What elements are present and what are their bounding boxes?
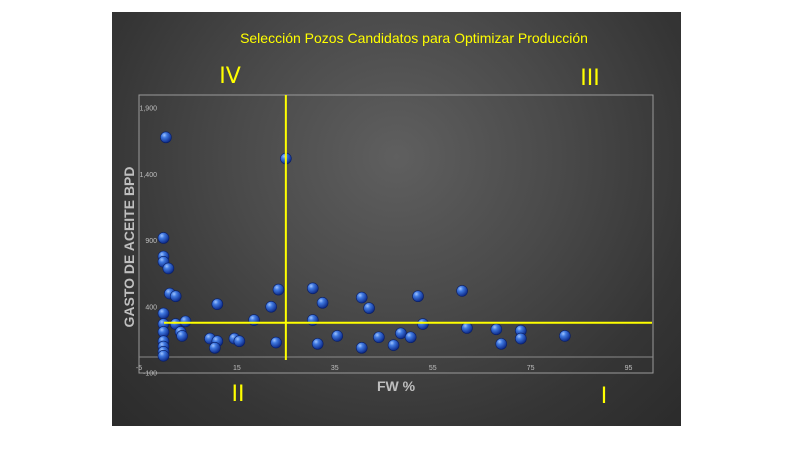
data-point (355, 291, 368, 304)
data-point (157, 307, 170, 320)
chart-panel: Selección Pozos Candidatos para Optimiza… (112, 12, 681, 426)
y-tick-label: 1,900 (139, 106, 157, 113)
scatter-chart: Selección Pozos Candidatos para Optimiza… (121, 30, 654, 409)
data-point (272, 283, 285, 296)
quadrant-label-bottom-right: I (601, 384, 608, 409)
axis-ticks: -5 15 35 55 75 95 -100 400 900 1,400 1,900 (136, 106, 633, 378)
y-tick-label: -100 (143, 371, 157, 378)
y-tick-label: 1,400 (139, 172, 157, 179)
data-point (404, 331, 417, 344)
data-point (395, 327, 407, 340)
data-point (456, 285, 468, 297)
data-point (316, 297, 329, 309)
data-point (363, 302, 375, 314)
x-tick-label: 95 (625, 365, 633, 372)
data-point (179, 315, 192, 328)
data-point (270, 336, 282, 349)
y-tick-label: 900 (145, 238, 157, 245)
quadrant-label-bottom-left: II (232, 382, 245, 407)
x-tick-label: 75 (527, 365, 535, 372)
data-point (559, 330, 571, 342)
data-point (417, 318, 429, 330)
data-point (515, 332, 527, 345)
data-point (331, 330, 344, 342)
data-point (209, 342, 221, 354)
x-tick-label: 35 (331, 365, 339, 372)
data-point (169, 290, 182, 303)
x-tick-label: -5 (136, 365, 142, 372)
quadrant-label-top-left: IV (219, 64, 241, 89)
data-point (248, 314, 260, 326)
data-point (176, 330, 188, 342)
data-point (495, 338, 508, 350)
data-point (233, 335, 246, 348)
chart-title: Selección Pozos Candidatos para Optimiza… (240, 30, 588, 46)
data-point (306, 314, 319, 326)
data-point (461, 322, 473, 334)
data-point (265, 301, 277, 313)
plot-area (138, 94, 654, 374)
data-point (157, 232, 170, 244)
data-point (412, 290, 424, 303)
y-axis-label: GASTO DE ACEITE BPD (121, 166, 137, 327)
x-tick-label: 15 (233, 365, 241, 372)
data-point (162, 262, 175, 275)
data-point (490, 323, 503, 336)
x-tick-label: 55 (429, 365, 437, 372)
data-point (211, 298, 224, 310)
data-point (373, 331, 385, 344)
data-point (355, 342, 368, 354)
y-tick-label: 400 (145, 304, 157, 311)
data-points (157, 131, 571, 362)
data-point (157, 349, 170, 362)
data-point (311, 338, 324, 350)
data-point (160, 131, 172, 144)
x-axis-label: FW % (377, 378, 416, 394)
quadrant-label-top-right: III (580, 66, 599, 91)
data-point (387, 339, 400, 352)
data-point (306, 282, 319, 295)
